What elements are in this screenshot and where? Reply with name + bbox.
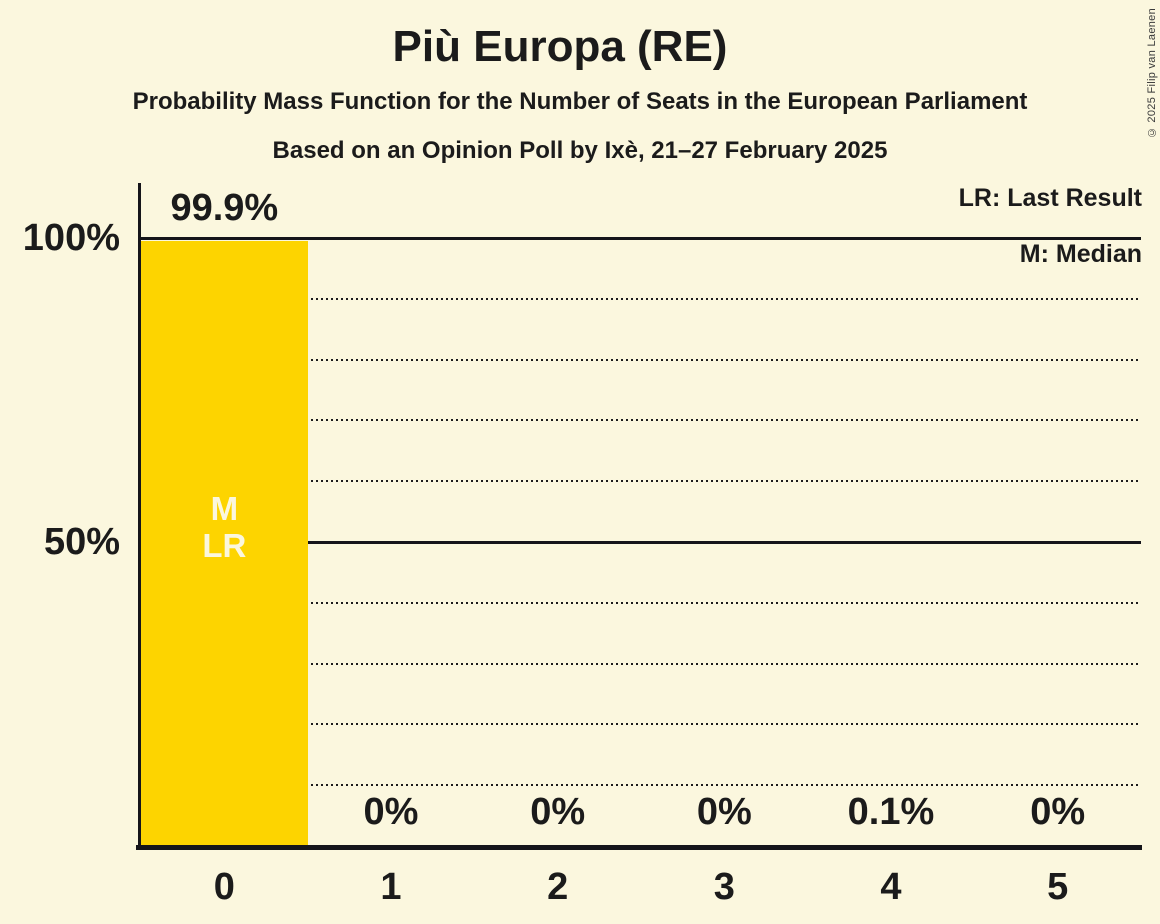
x-axis-label-seats-3: 3 (713, 866, 735, 908)
gridline-dotted-70pct (141, 419, 1141, 422)
gridline-dotted-60pct (141, 480, 1141, 483)
gridline-dotted-20pct (141, 723, 1141, 726)
copyright-notice: © 2025 Filip van Laenen (1146, 8, 1158, 139)
chart-subtitle: Probability Mass Function for the Number… (132, 88, 1028, 115)
plot-area: 99.9% 0% 0% 0% 0.1% 0% M LR (141, 183, 1141, 845)
bar-value-label-seats-3: 0% (696, 791, 752, 833)
gridline-dotted-40pct (141, 601, 1141, 604)
bar-value-label-seats-2: 0% (530, 791, 586, 833)
legend-median: M: Median (1019, 240, 1142, 268)
legend-last-result: LR: Last Result (958, 184, 1142, 212)
gridline-dotted-10pct (141, 784, 1141, 787)
gridline-dotted-90pct (141, 297, 1141, 300)
gridline-solid-100pct (141, 237, 1141, 240)
y-axis-label-100pct: 100% (22, 217, 120, 259)
y-axis-label-50pct: 50% (43, 521, 120, 563)
x-axis-line (136, 845, 1142, 850)
x-axis-label-seats-4: 4 (880, 866, 902, 908)
y-axis-line (138, 183, 141, 849)
bar-value-label-seats-5: 0% (1030, 791, 1086, 833)
x-axis-label-seats-0: 0 (213, 866, 235, 908)
annotation-line: LR (202, 527, 247, 565)
x-axis-label-seats-1: 1 (380, 866, 402, 908)
gridline-dotted-80pct (141, 358, 1141, 361)
gridline-solid-50pct (141, 541, 1141, 544)
chart-title: Più Europa (RE) (392, 22, 728, 71)
annotation-line: M (210, 490, 239, 528)
x-axis-label-seats-5: 5 (1047, 866, 1069, 908)
median-lastresult-marker: M LR (141, 490, 308, 564)
bar-value-label-seats-4: 0.1% (847, 791, 935, 833)
gridline-dotted-30pct (141, 662, 1141, 665)
bar-seats-0 (141, 240, 308, 845)
bar-value-label-seats-1: 0% (363, 791, 419, 833)
chart-poll-source: Based on an Opinion Poll by Ixè, 21–27 F… (272, 137, 888, 164)
x-axis-label-seats-2: 2 (547, 866, 569, 908)
bar-value-label-seats-0: 99.9% (170, 186, 279, 229)
